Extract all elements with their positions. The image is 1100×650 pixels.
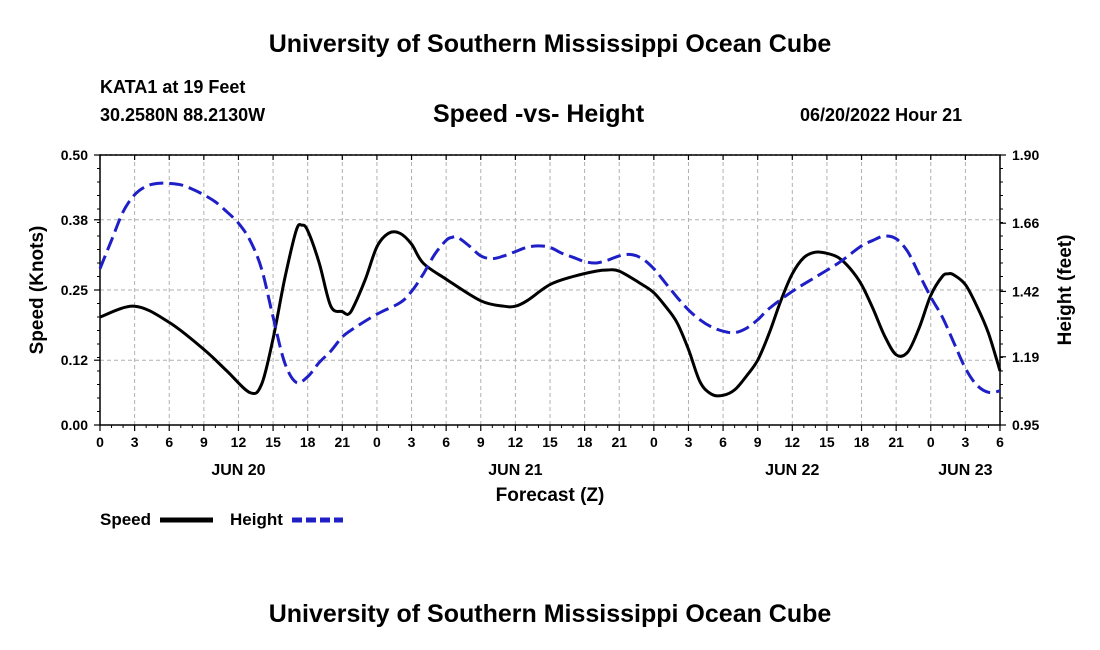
- day-label: JUN 21: [488, 462, 542, 479]
- x-tick-label: 9: [200, 434, 208, 450]
- x-tick-label: 0: [373, 434, 381, 450]
- x-tick-label: 15: [265, 434, 281, 450]
- station-coordinates: 30.2580N 88.2130W: [100, 105, 266, 125]
- page-title: University of Southern Mississippi Ocean…: [268, 30, 832, 58]
- x-tick-label: 9: [477, 434, 485, 450]
- right-y-axis-label: Height (feet): [1055, 235, 1076, 346]
- left-y-tick-label: 0.38: [61, 212, 88, 228]
- x-tick-label: 6: [996, 434, 1004, 450]
- grid-lines: [100, 154, 1000, 425]
- x-tick-label: 12: [231, 434, 247, 450]
- footer-title: University of Southern Mississippi Ocean…: [268, 600, 832, 628]
- x-tick-label: 0: [650, 434, 658, 450]
- chart-title: Speed -vs- Height: [433, 100, 645, 128]
- x-tick-label: 18: [300, 434, 316, 450]
- left-y-axis-label: Speed (Knots): [27, 226, 48, 355]
- x-tick-label: 18: [854, 434, 870, 450]
- x-tick-label: 21: [888, 434, 904, 450]
- station-name: KATA1 at 19 Feet: [100, 77, 246, 97]
- right-y-tick-label: 0.95: [1012, 417, 1039, 433]
- legend-height-label: Height: [230, 510, 283, 529]
- day-labels: JUN 20 JUN 21 JUN 22 JUN 23: [211, 462, 992, 479]
- right-y-tick-label: 1.19: [1012, 349, 1039, 365]
- series-height-line: [98, 181, 1001, 395]
- x-tick-label: 3: [685, 434, 693, 450]
- legend: Speed Height: [100, 510, 343, 529]
- right-y-tick-label: 1.66: [1012, 215, 1039, 231]
- x-tick-label: 6: [442, 434, 450, 450]
- left-y-tick-labels: 0.00 0.12 0.25 0.38 0.50: [61, 147, 88, 433]
- x-tick-label: 12: [508, 434, 524, 450]
- axis-ticks: [94, 154, 1006, 431]
- day-label: JUN 23: [938, 462, 992, 479]
- series-speed-line: [99, 223, 1002, 398]
- left-y-tick-label: 0.00: [61, 417, 88, 433]
- x-tick-label: 3: [961, 434, 969, 450]
- x-tick-label: 6: [719, 434, 727, 450]
- x-tick-label: 18: [577, 434, 593, 450]
- day-label: JUN 20: [211, 462, 265, 479]
- x-tick-label: 15: [819, 434, 835, 450]
- right-y-tick-labels: 0.95 1.19 1.42 1.66 1.90: [1012, 147, 1039, 433]
- x-tick-label: 9: [754, 434, 762, 450]
- x-tick-label: 21: [611, 434, 627, 450]
- right-y-tick-label: 1.42: [1012, 283, 1039, 299]
- legend-speed-label: Speed: [100, 510, 151, 529]
- x-tick-label: 3: [408, 434, 416, 450]
- speed-height-chart: 0 3 6 9 12 15 18 21 0 3 6 9 12 15 18 21 0 3 6 9 12 15 18 21 0 3 6 …: [27, 147, 1076, 529]
- forecast-timestamp: 06/20/2022 Hour 21: [800, 105, 963, 125]
- series-lines: [98, 181, 1002, 398]
- x-tick-label: 15: [542, 434, 558, 450]
- right-y-tick-label: 1.90: [1012, 147, 1039, 163]
- left-y-tick-label: 0.50: [61, 147, 88, 163]
- x-tick-label: 21: [335, 434, 351, 450]
- x-tick-label: 12: [785, 434, 801, 450]
- x-axis-label: Forecast (Z): [496, 485, 605, 506]
- x-tick-label: 0: [927, 434, 935, 450]
- x-tick-label: 6: [165, 434, 173, 450]
- x-tick-labels: 0 3 6 9 12 15 18 21 0 3 6 9 12 15 18 21 0 3 6 9 12 15 18 21 0 3 6: [96, 434, 1004, 450]
- day-label: JUN 22: [765, 462, 819, 479]
- left-y-tick-label: 0.12: [61, 352, 88, 368]
- left-y-tick-label: 0.25: [61, 282, 88, 298]
- x-tick-label: 0: [96, 434, 104, 450]
- x-tick-label: 3: [131, 434, 139, 450]
